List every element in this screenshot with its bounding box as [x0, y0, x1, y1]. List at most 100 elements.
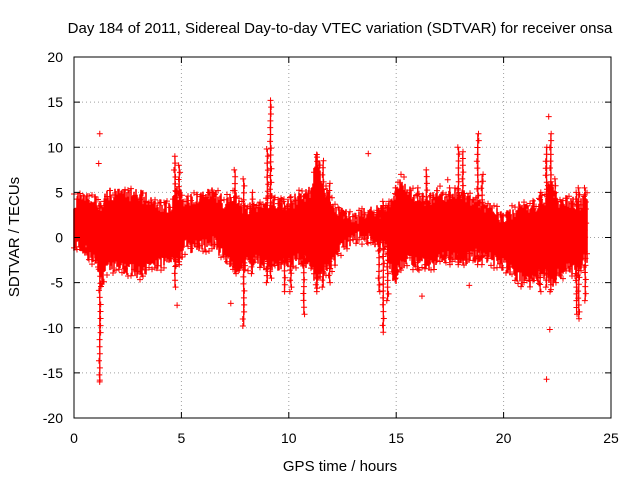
- outlier-point: [444, 176, 451, 183]
- spike-point: [326, 194, 333, 201]
- spike-point: [268, 165, 275, 172]
- spike-point: [314, 240, 321, 247]
- spike-point: [423, 173, 430, 180]
- spike-point: [447, 198, 454, 205]
- spike-point: [287, 249, 294, 256]
- outlier-point: [174, 302, 181, 309]
- spike-point: [314, 158, 321, 165]
- spike-point: [384, 223, 391, 230]
- spike-point: [478, 206, 485, 213]
- spike-point: [172, 173, 179, 180]
- spike-point: [393, 268, 400, 275]
- point-marker: [497, 260, 503, 267]
- spike-point: [171, 235, 178, 242]
- spike-point: [537, 288, 544, 295]
- spike-point: [266, 186, 273, 193]
- x-tick-label: 20: [496, 430, 512, 446]
- spike-point: [281, 233, 288, 240]
- spike-point: [325, 272, 332, 279]
- point-marker: [560, 275, 566, 282]
- spike-point: [380, 287, 387, 294]
- spike-point: [326, 244, 333, 251]
- spike-point: [480, 178, 487, 185]
- spike-point: [326, 180, 333, 187]
- spike-point: [97, 273, 104, 280]
- spike-point: [572, 277, 579, 284]
- point-marker: [518, 283, 524, 290]
- point-marker: [353, 240, 359, 247]
- point-marker: [161, 199, 167, 206]
- spike-point: [423, 254, 430, 261]
- point-marker: [89, 261, 95, 268]
- spike-point: [176, 233, 183, 240]
- point-marker: [566, 193, 572, 200]
- outlier-point: [286, 288, 293, 295]
- point-marker: [569, 200, 575, 207]
- spike-point: [241, 301, 248, 308]
- spike-point: [263, 146, 270, 153]
- spike-point: [231, 236, 238, 243]
- spike-point: [480, 226, 487, 233]
- spike-point: [241, 308, 248, 315]
- spike-point: [313, 185, 320, 192]
- point-marker: [434, 187, 440, 194]
- spike-point: [96, 216, 103, 223]
- spike-point: [552, 224, 559, 231]
- spike-point: [314, 199, 321, 206]
- spike-point: [548, 199, 555, 206]
- spike-point: [415, 245, 422, 252]
- point-marker: [77, 243, 83, 250]
- spike-point: [385, 290, 392, 297]
- spike-point: [454, 254, 461, 261]
- spike-point: [542, 277, 549, 284]
- point-marker: [224, 191, 230, 198]
- point-marker: [116, 266, 122, 273]
- spike-point: [301, 311, 308, 318]
- point-marker: [137, 196, 143, 203]
- point-marker: [155, 200, 161, 207]
- point-marker: [272, 262, 278, 269]
- point-marker: [356, 236, 362, 243]
- spike-point: [414, 232, 421, 239]
- point-marker: [92, 193, 98, 200]
- point-marker: [515, 280, 521, 287]
- point-marker: [227, 199, 233, 206]
- point-marker: [527, 200, 533, 207]
- point-marker: [137, 276, 143, 283]
- spike-point: [475, 178, 482, 185]
- x-tick-label: 5: [178, 430, 186, 446]
- spike-point: [447, 254, 454, 261]
- spike-point: [543, 270, 550, 277]
- spike-point: [536, 224, 543, 231]
- spike-point: [446, 219, 453, 226]
- spike-point: [320, 220, 327, 227]
- spike-point: [479, 240, 486, 247]
- point-marker: [398, 267, 404, 274]
- spike-point: [544, 186, 551, 193]
- spike-point: [171, 270, 178, 277]
- point-marker: [218, 197, 224, 204]
- spike-point: [415, 211, 422, 218]
- outlier-point: [96, 130, 103, 137]
- spike-point: [575, 184, 582, 191]
- spike-point: [267, 131, 274, 138]
- spike-point: [393, 254, 400, 261]
- y-axis-label: SDTVAR / TECUs: [6, 177, 23, 297]
- spike-point: [320, 199, 327, 206]
- spike-point: [380, 281, 387, 288]
- point-marker: [536, 195, 542, 202]
- point-marker: [464, 256, 470, 263]
- point-marker: [74, 246, 80, 253]
- spike-point: [542, 235, 549, 242]
- point-marker: [419, 264, 425, 271]
- spike-point: [312, 206, 319, 213]
- outlier-point: [95, 160, 102, 167]
- spike-point: [544, 228, 551, 235]
- spike-point: [458, 202, 465, 209]
- spike-point: [313, 151, 320, 158]
- point-marker: [311, 270, 317, 277]
- point-marker: [341, 210, 347, 217]
- spike-point: [320, 213, 327, 220]
- spike-point: [175, 190, 182, 197]
- spike-point: [177, 226, 184, 233]
